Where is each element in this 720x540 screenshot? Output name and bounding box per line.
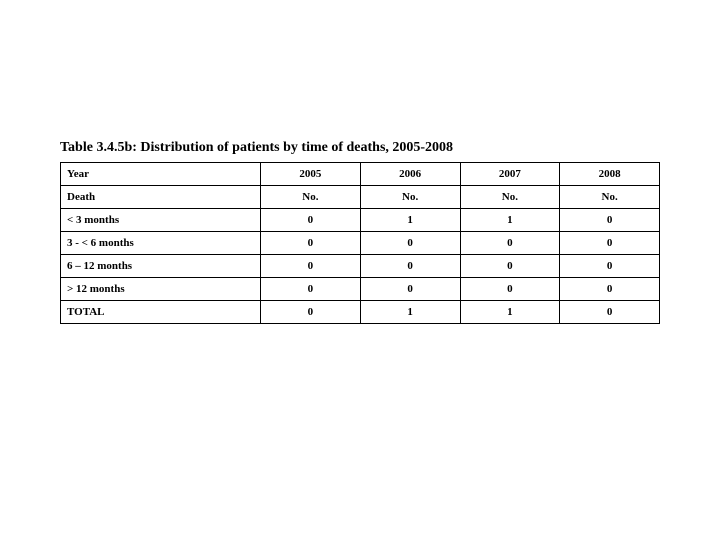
table-row: TOTAL 0 1 1 0 — [61, 301, 660, 324]
cell: 0 — [560, 278, 660, 301]
cell: 0 — [460, 278, 560, 301]
cell: 2006 — [360, 163, 460, 186]
row-label: TOTAL — [61, 301, 261, 324]
table-row: < 3 months 0 1 1 0 — [61, 209, 660, 232]
cell: 0 — [560, 232, 660, 255]
cell: 0 — [360, 255, 460, 278]
cell: 0 — [460, 232, 560, 255]
cell: No. — [460, 186, 560, 209]
cell: 1 — [460, 209, 560, 232]
table-row: Year 2005 2006 2007 2008 — [61, 163, 660, 186]
cell: 1 — [360, 301, 460, 324]
table-title: Table 3.4.5b: Distribution of patients b… — [60, 140, 660, 156]
deaths-table: Year 2005 2006 2007 2008 Death No. No. N… — [60, 162, 660, 324]
table-row: Death No. No. No. No. — [61, 186, 660, 209]
cell: 1 — [460, 301, 560, 324]
cell: 1 — [360, 209, 460, 232]
table-row: > 12 months 0 0 0 0 — [61, 278, 660, 301]
row-label: 3 - < 6 months — [61, 232, 261, 255]
row-label: Year — [61, 163, 261, 186]
row-label: > 12 months — [61, 278, 261, 301]
cell: 0 — [261, 232, 361, 255]
table-row: 3 - < 6 months 0 0 0 0 — [61, 232, 660, 255]
table-row: 6 – 12 months 0 0 0 0 — [61, 255, 660, 278]
cell: No. — [360, 186, 460, 209]
cell: 2007 — [460, 163, 560, 186]
cell: No. — [261, 186, 361, 209]
cell: 0 — [261, 209, 361, 232]
cell: 2005 — [261, 163, 361, 186]
cell: 0 — [360, 278, 460, 301]
cell: 0 — [560, 301, 660, 324]
cell: No. — [560, 186, 660, 209]
row-label: 6 – 12 months — [61, 255, 261, 278]
cell: 0 — [560, 255, 660, 278]
cell: 0 — [460, 255, 560, 278]
cell: 0 — [261, 255, 361, 278]
row-label: < 3 months — [61, 209, 261, 232]
cell: 0 — [261, 301, 361, 324]
cell: 0 — [360, 232, 460, 255]
cell: 2008 — [560, 163, 660, 186]
cell: 0 — [261, 278, 361, 301]
row-label: Death — [61, 186, 261, 209]
cell: 0 — [560, 209, 660, 232]
